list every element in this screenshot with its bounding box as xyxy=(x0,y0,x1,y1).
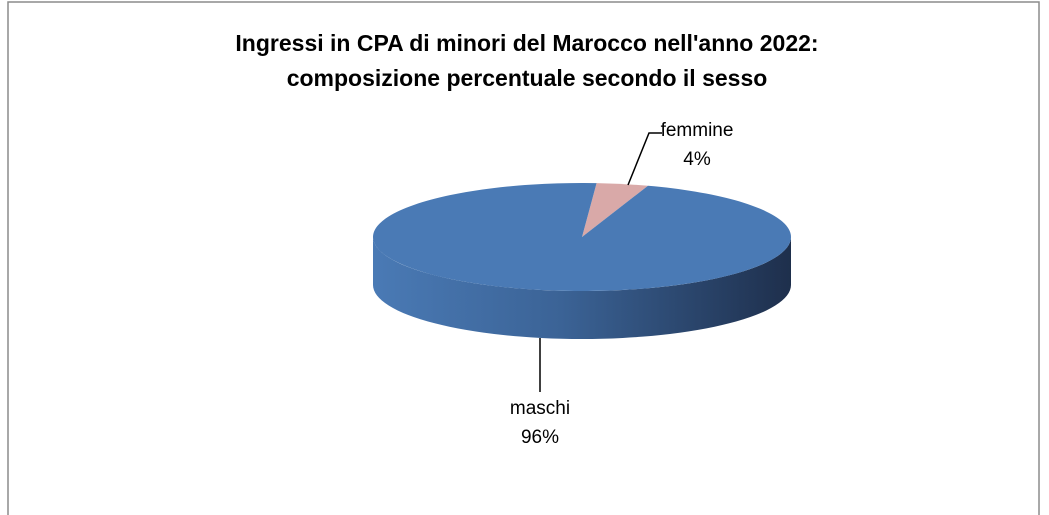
chart-subtitle: composizione percentuale secondo il sess… xyxy=(287,65,768,91)
data-label-value: 4% xyxy=(683,149,711,170)
chart-title: Ingressi in CPA di minori del Marocco ne… xyxy=(235,30,818,56)
data-label-name: femmine xyxy=(661,120,734,141)
data-label-value: 96% xyxy=(521,427,559,448)
pie-slice xyxy=(582,183,648,237)
pie-side xyxy=(373,237,791,339)
pie-slice xyxy=(373,183,792,291)
leader-line xyxy=(627,132,662,186)
data-label-name: maschi xyxy=(510,398,570,419)
